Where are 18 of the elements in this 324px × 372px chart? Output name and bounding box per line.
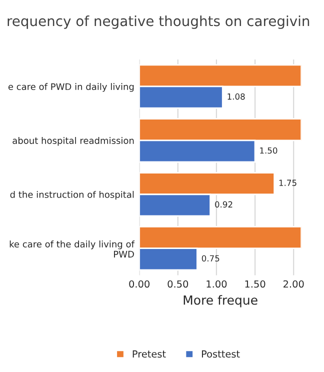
legend-label: Posttest <box>202 350 240 358</box>
y-tick-label: ke care of the daily living of PWD <box>10 240 135 258</box>
x-tick-label: 0.00 <box>129 280 150 288</box>
data-label: 1.08 <box>228 93 245 100</box>
chart-title: requency of negative thoughts on caregivin <box>8 15 310 29</box>
legend-label: Pretest <box>132 350 166 358</box>
y-tick-label: about hospital readmission <box>12 137 134 146</box>
x-tick-label: 2.00 <box>283 280 304 288</box>
x-tick-label: 0.50 <box>168 280 188 288</box>
y-tick-label: d the instruction of hospital <box>10 190 134 200</box>
x-tick-label: 1.00 <box>206 280 227 288</box>
data-label: 1.75 <box>279 180 296 186</box>
y-tick-label: e care of PWD in daily living <box>8 83 134 92</box>
data-label: 0.92 <box>215 201 232 208</box>
data-label: 0.75 <box>202 255 220 262</box>
x-axis-title: More freque <box>184 295 258 308</box>
data-label: 1.50 <box>260 147 278 154</box>
x-tick-label: 1.50 <box>245 280 266 288</box>
